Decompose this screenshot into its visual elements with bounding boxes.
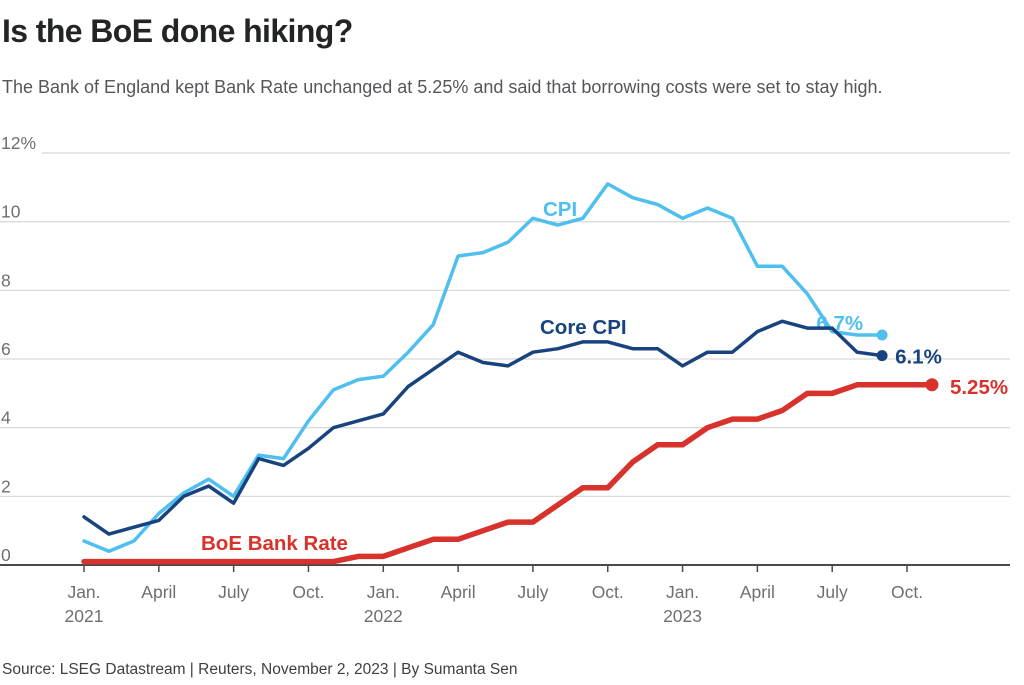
x-axis-tick-label: April (740, 582, 775, 602)
y-axis-label: 6 (1, 339, 11, 359)
x-axis-tick-label: Jan. (367, 582, 400, 602)
series-label-bank-rate: BoE Bank Rate (201, 532, 348, 555)
series-end-value-core-cpi: 6.1% (895, 346, 942, 369)
x-axis-tick-label: July (218, 582, 249, 602)
y-axis-label: 12% (1, 133, 36, 153)
series-end-value-bank-rate: 5.25% (950, 376, 1008, 399)
series-label-core-cpi: Core CPI (540, 316, 627, 339)
x-axis-year-label: 2023 (663, 606, 702, 626)
x-axis-year-label: 2022 (364, 606, 403, 626)
x-axis-tick-label: Jan. (67, 582, 100, 602)
y-axis-label: 8 (1, 270, 11, 290)
chart-subtitle: The Bank of England kept Bank Rate uncha… (2, 77, 883, 97)
page-title: Is the BoE done hiking? (2, 13, 353, 49)
x-axis-tick-label: Jan. (666, 582, 699, 602)
series-end-value-cpi: 6.7% (816, 312, 863, 335)
source-attribution: Source: LSEG Datastream | Reuters, Novem… (2, 661, 518, 678)
series-end-dot-bank-rate (925, 378, 939, 392)
y-axis-label: 0 (1, 545, 11, 565)
x-axis-tick-label: Oct. (891, 582, 923, 602)
x-axis-year-label: 2021 (65, 606, 104, 626)
x-axis-tick-label: Oct. (592, 582, 624, 602)
y-axis-label: 2 (1, 476, 11, 496)
series-line-cpi (82, 182, 884, 554)
x-axis-tick-label: April (141, 582, 176, 602)
x-axis-tick-label: July (517, 582, 548, 602)
x-axis-tick-label: July (817, 582, 848, 602)
series-line-core-cpi (82, 319, 884, 536)
x-axis-tick-label: Oct. (292, 582, 324, 602)
x-axis-tick-label: April (441, 582, 476, 602)
series-label-cpi: CPI (543, 198, 577, 221)
y-axis-label: 10 (1, 202, 21, 222)
series-end-dot-core-cpi (876, 350, 888, 362)
series-line-bank-rate (81, 382, 935, 565)
y-axis-label: 4 (1, 408, 11, 428)
series-end-dot-cpi (876, 329, 888, 341)
